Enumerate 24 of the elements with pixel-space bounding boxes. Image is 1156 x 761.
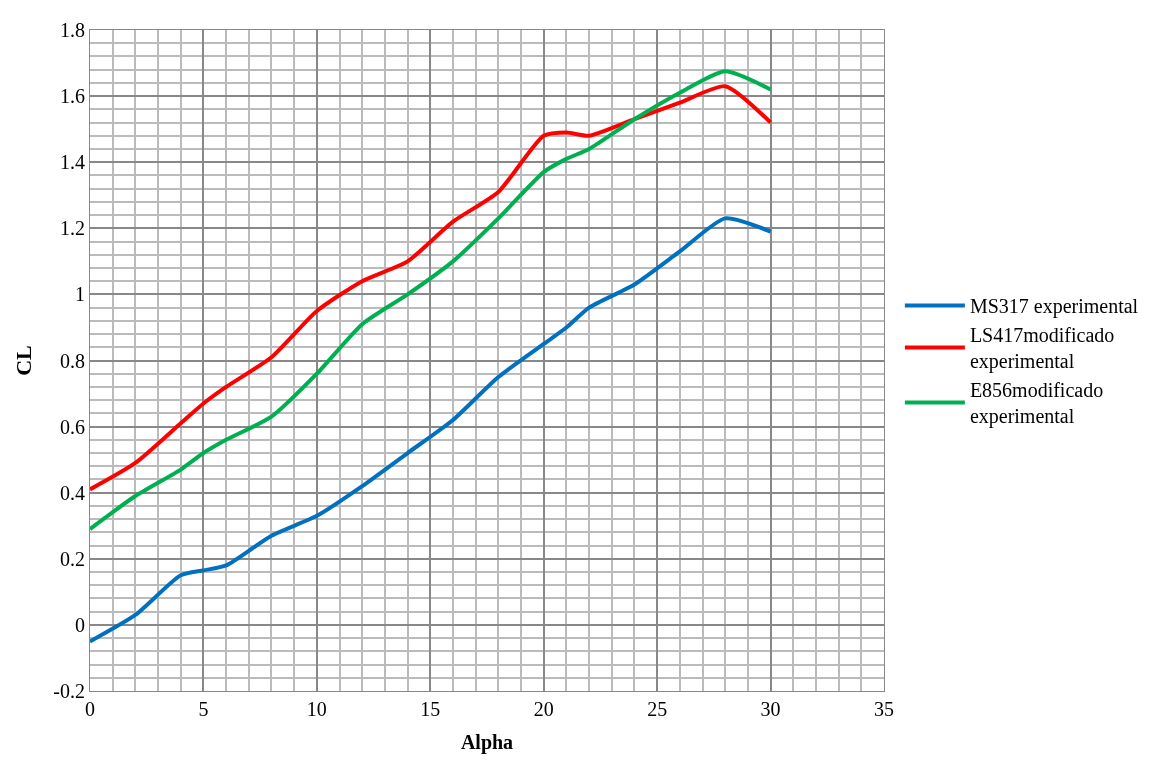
y-axis-title: CL — [11, 345, 37, 376]
x-tick-label: 10 — [306, 698, 327, 720]
line-series — [90, 216, 773, 644]
y-tick-label: 0 — [75, 613, 85, 636]
y-tick-label: 1.4 — [60, 151, 85, 174]
y-tick-label: -0.2 — [53, 680, 85, 702]
legend-label: MS317 experimental — [969, 295, 1139, 319]
y-tick-label: 1 — [75, 283, 85, 306]
y-tick-label: 0.4 — [60, 481, 85, 504]
y-tick-label: 1.8 — [60, 19, 85, 41]
x-tick-label: 30 — [760, 698, 781, 720]
x-tick-label: 35 — [874, 698, 894, 720]
y-tick-label: 0.8 — [60, 349, 85, 372]
x-tick-label: 20 — [533, 698, 554, 720]
y-tick-label: 1.6 — [60, 85, 85, 108]
legend-label: LS417modificado experimental — [969, 324, 1115, 374]
y-tick-label: 1.2 — [60, 217, 85, 240]
y-tick-label: 0.6 — [60, 415, 85, 438]
x-tick-label: 5 — [198, 698, 209, 720]
legend-label: E856modificado experimental — [969, 379, 1104, 429]
x-tick-label: 15 — [420, 698, 441, 720]
y-tick-label: 0.2 — [60, 547, 85, 570]
x-tick-label: 25 — [647, 698, 668, 720]
x-axis-title: Alpha — [460, 730, 514, 754]
